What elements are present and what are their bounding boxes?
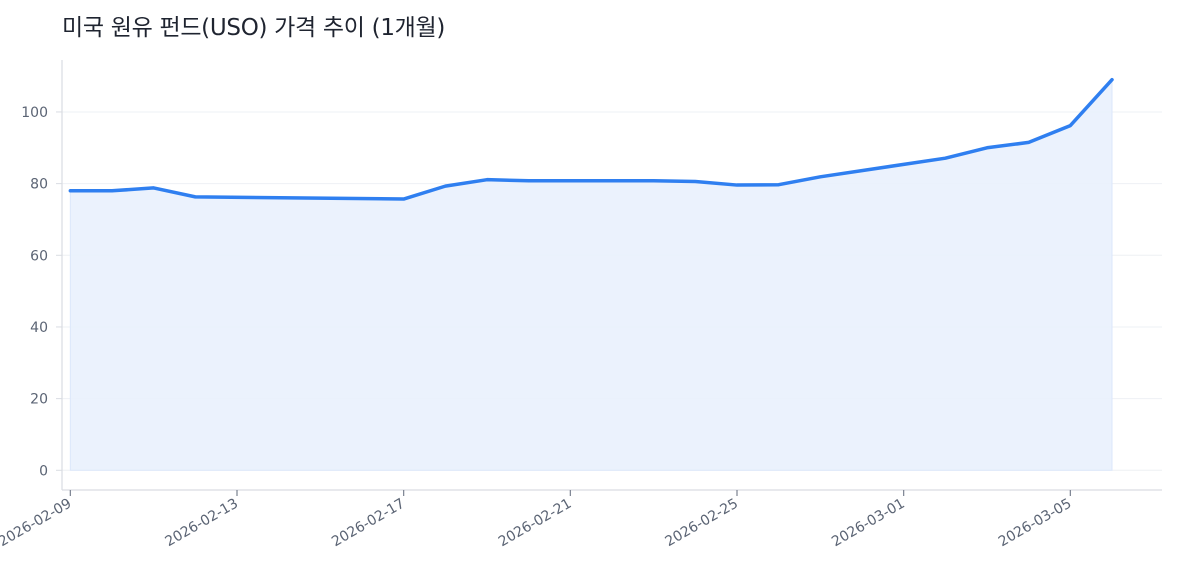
- data-point: [944, 157, 947, 160]
- y-tick-label: 20: [30, 392, 48, 408]
- x-tick-label: 2026-02-21: [496, 496, 574, 551]
- data-point: [402, 198, 405, 201]
- y-tick-label: 0: [39, 463, 48, 479]
- y-tick-label: 40: [30, 320, 48, 336]
- y-tick-label: 100: [21, 105, 48, 121]
- data-point: [444, 185, 447, 188]
- x-tick-label: 2026-02-13: [163, 496, 241, 551]
- data-point: [527, 179, 530, 182]
- x-tick-label: 2026-03-01: [829, 496, 907, 551]
- data-point: [69, 189, 72, 192]
- data-point: [194, 195, 197, 198]
- data-point: [777, 183, 780, 186]
- y-tick-label: 60: [30, 248, 48, 264]
- y-tick-label: 80: [30, 177, 48, 193]
- data-point: [986, 146, 989, 149]
- data-point: [819, 175, 822, 178]
- data-point: [694, 180, 697, 183]
- data-point: [1111, 78, 1114, 81]
- data-point: [111, 189, 114, 192]
- x-tick-label: 2026-02-09: [0, 496, 74, 551]
- x-tick-label: 2026-02-17: [329, 496, 407, 551]
- data-point: [486, 178, 489, 181]
- x-tick-label: 2026-02-25: [663, 496, 741, 551]
- chart-title: 미국 원유 펀드(USO) 가격 추이 (1개월): [62, 15, 446, 41]
- price-line: [68, 77, 1114, 201]
- data-point: [736, 184, 739, 187]
- area-fill: [69, 78, 1113, 471]
- data-point: [1027, 141, 1030, 144]
- data-point: [652, 179, 655, 182]
- data-point: [1069, 124, 1072, 127]
- x-tick-label: 2026-03-05: [996, 496, 1074, 551]
- data-point: [152, 186, 155, 189]
